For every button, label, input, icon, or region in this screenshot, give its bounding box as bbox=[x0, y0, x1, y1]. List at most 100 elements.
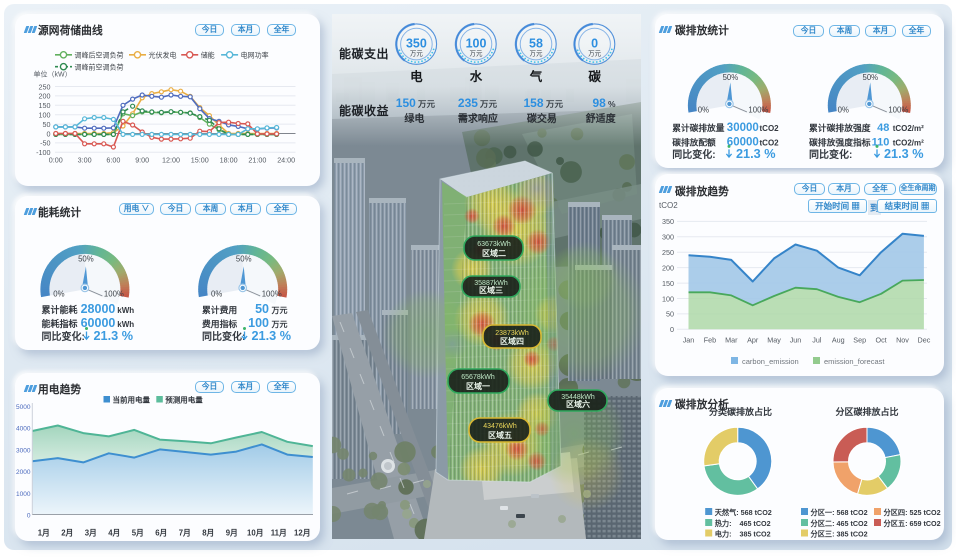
svg-text:分区一: 568 tCO2: 分区一: 568 tCO2 bbox=[811, 508, 868, 517]
svg-text:10月: 10月 bbox=[247, 529, 263, 538]
svg-text:3000: 3000 bbox=[16, 447, 31, 454]
svg-text:48: 48 bbox=[877, 122, 889, 134]
svg-text:Jun: Jun bbox=[790, 336, 802, 345]
svg-text:绿电: 绿电 bbox=[404, 112, 424, 125]
svg-text:35448kWh: 35448kWh bbox=[561, 394, 595, 401]
svg-text:5月: 5月 bbox=[132, 529, 144, 538]
svg-text:9:00: 9:00 bbox=[135, 156, 149, 165]
svg-text:50%: 50% bbox=[236, 254, 252, 263]
svg-text:6月: 6月 bbox=[155, 529, 167, 538]
svg-text:累计费用: 累计费用 bbox=[202, 304, 237, 315]
svg-text:350: 350 bbox=[662, 217, 674, 226]
svg-text:23873kWh: 23873kWh bbox=[495, 330, 529, 337]
svg-text:分区二: 465 tCO2: 分区二: 465 tCO2 bbox=[811, 519, 868, 528]
svg-text:区域三: 区域三 bbox=[479, 285, 503, 295]
svg-text:电网功率: 电网功率 bbox=[241, 51, 269, 60]
svg-text:预测用电量: 预测用电量 bbox=[165, 395, 203, 405]
svg-text:3月: 3月 bbox=[85, 529, 97, 538]
svg-text:万元: 万元 bbox=[410, 50, 424, 58]
svg-text:当前用电量: 当前用电量 bbox=[113, 395, 151, 405]
svg-text:热力: 465 tCO2: 热力: 465 tCO2 bbox=[715, 519, 771, 528]
svg-text:tCO2: tCO2 bbox=[659, 201, 678, 210]
svg-text:费用指标: 费用指标 bbox=[202, 318, 237, 329]
svg-text:0%: 0% bbox=[211, 289, 222, 298]
svg-text:区域四: 区域四 bbox=[500, 336, 524, 346]
svg-text:Jul: Jul bbox=[812, 336, 822, 345]
svg-text:天然气: 568 tCO2: 天然气: 568 tCO2 bbox=[715, 508, 772, 517]
svg-text:May: May bbox=[767, 336, 781, 345]
svg-text:储能: 储能 bbox=[201, 51, 215, 60]
svg-text:11月: 11月 bbox=[271, 529, 287, 538]
svg-text:调峰后空调负荷: 调峰后空调负荷 bbox=[75, 51, 124, 60]
svg-text:21:00: 21:00 bbox=[248, 156, 266, 165]
svg-text:万元: 万元 bbox=[470, 50, 484, 58]
svg-text:18:00: 18:00 bbox=[220, 156, 238, 165]
svg-text:单位（kW）: 单位（kW） bbox=[34, 70, 72, 79]
svg-text:万元: 万元 bbox=[417, 99, 436, 109]
svg-text:区域五: 区域五 bbox=[488, 430, 512, 440]
svg-text:9月: 9月 bbox=[226, 529, 238, 538]
svg-text:Jan: Jan bbox=[683, 336, 695, 345]
svg-text:65678kWh: 65678kWh bbox=[461, 374, 495, 381]
svg-text:tCO2/m²: tCO2/m² bbox=[893, 138, 924, 147]
svg-text:Nov: Nov bbox=[896, 336, 909, 345]
svg-text:同比变化:: 同比变化: bbox=[202, 330, 245, 343]
svg-text:100%: 100% bbox=[104, 289, 124, 298]
svg-text:碳排放强度指标: 碳排放强度指标 bbox=[809, 136, 871, 147]
svg-text:300: 300 bbox=[662, 233, 674, 242]
svg-text:tCO2/m²: tCO2/m² bbox=[893, 124, 924, 133]
svg-text:同比变化:: 同比变化: bbox=[42, 330, 85, 343]
svg-text:150: 150 bbox=[662, 279, 674, 288]
svg-text:分区五: 659 tCO2: 分区五: 659 tCO2 bbox=[884, 519, 941, 528]
svg-text:kWh: kWh bbox=[117, 320, 134, 329]
svg-text:43476kWh: 43476kWh bbox=[483, 423, 517, 430]
svg-text:30000: 30000 bbox=[727, 122, 759, 134]
svg-text:同比变化:: 同比变化: bbox=[672, 148, 715, 161]
svg-text:21.3 %: 21.3 % bbox=[94, 329, 134, 343]
svg-text:同比变化:: 同比变化: bbox=[809, 148, 852, 161]
svg-text:累计碳排放强度: 累计碳排放强度 bbox=[809, 122, 871, 133]
svg-text:0: 0 bbox=[670, 325, 674, 334]
svg-text:7月: 7月 bbox=[179, 529, 191, 538]
svg-text:区域六: 区域六 bbox=[566, 399, 590, 409]
svg-text:60000: 60000 bbox=[81, 316, 116, 330]
svg-text:%: % bbox=[608, 99, 616, 109]
svg-text:能耗指标: 能耗指标 bbox=[42, 318, 78, 329]
svg-text:万元: 万元 bbox=[271, 306, 288, 315]
svg-text:28000: 28000 bbox=[81, 302, 116, 316]
svg-text:碳交易: 碳交易 bbox=[527, 112, 557, 125]
svg-text:100%: 100% bbox=[262, 289, 282, 298]
svg-text:Sep: Sep bbox=[853, 336, 866, 345]
svg-text:碳排放配额: 碳排放配额 bbox=[672, 136, 716, 147]
svg-text:调峰前空调负荷: 调峰前空调负荷 bbox=[75, 63, 124, 72]
svg-text:万元: 万元 bbox=[479, 99, 498, 109]
svg-text:150: 150 bbox=[396, 96, 416, 110]
svg-text:碳: 碳 bbox=[588, 69, 601, 84]
svg-text:8月: 8月 bbox=[202, 529, 214, 538]
svg-text:50: 50 bbox=[255, 302, 269, 316]
svg-text:Aug: Aug bbox=[832, 336, 845, 345]
svg-text:水: 水 bbox=[470, 69, 483, 84]
svg-text:累计碳排放量: 累计碳排放量 bbox=[672, 122, 724, 133]
svg-text:35887kWh: 35887kWh bbox=[474, 280, 508, 287]
svg-text:158: 158 bbox=[524, 96, 544, 110]
svg-text:分区三: 385 tCO2: 分区三: 385 tCO2 bbox=[811, 530, 868, 539]
svg-text:250: 250 bbox=[39, 82, 51, 91]
svg-text:100: 100 bbox=[248, 316, 269, 330]
svg-text:区域二: 区域二 bbox=[482, 248, 506, 258]
svg-text:0%: 0% bbox=[698, 105, 709, 114]
svg-text:电: 电 bbox=[410, 69, 423, 84]
svg-text:kWh: kWh bbox=[117, 306, 134, 315]
svg-text:分类碳排放占比: 分类碳排放占比 bbox=[709, 406, 772, 417]
svg-text:50%: 50% bbox=[78, 254, 94, 263]
svg-text:tCO2: tCO2 bbox=[760, 138, 780, 147]
svg-text:58: 58 bbox=[529, 37, 543, 51]
svg-text:4000: 4000 bbox=[16, 426, 31, 433]
svg-text:350: 350 bbox=[406, 37, 427, 51]
svg-text:60000: 60000 bbox=[727, 136, 759, 148]
svg-text:1月: 1月 bbox=[38, 529, 50, 538]
svg-text:0:00: 0:00 bbox=[49, 156, 63, 165]
svg-text:tCO2: tCO2 bbox=[760, 124, 780, 133]
svg-text:100%: 100% bbox=[888, 105, 908, 114]
svg-text:0: 0 bbox=[27, 513, 31, 520]
